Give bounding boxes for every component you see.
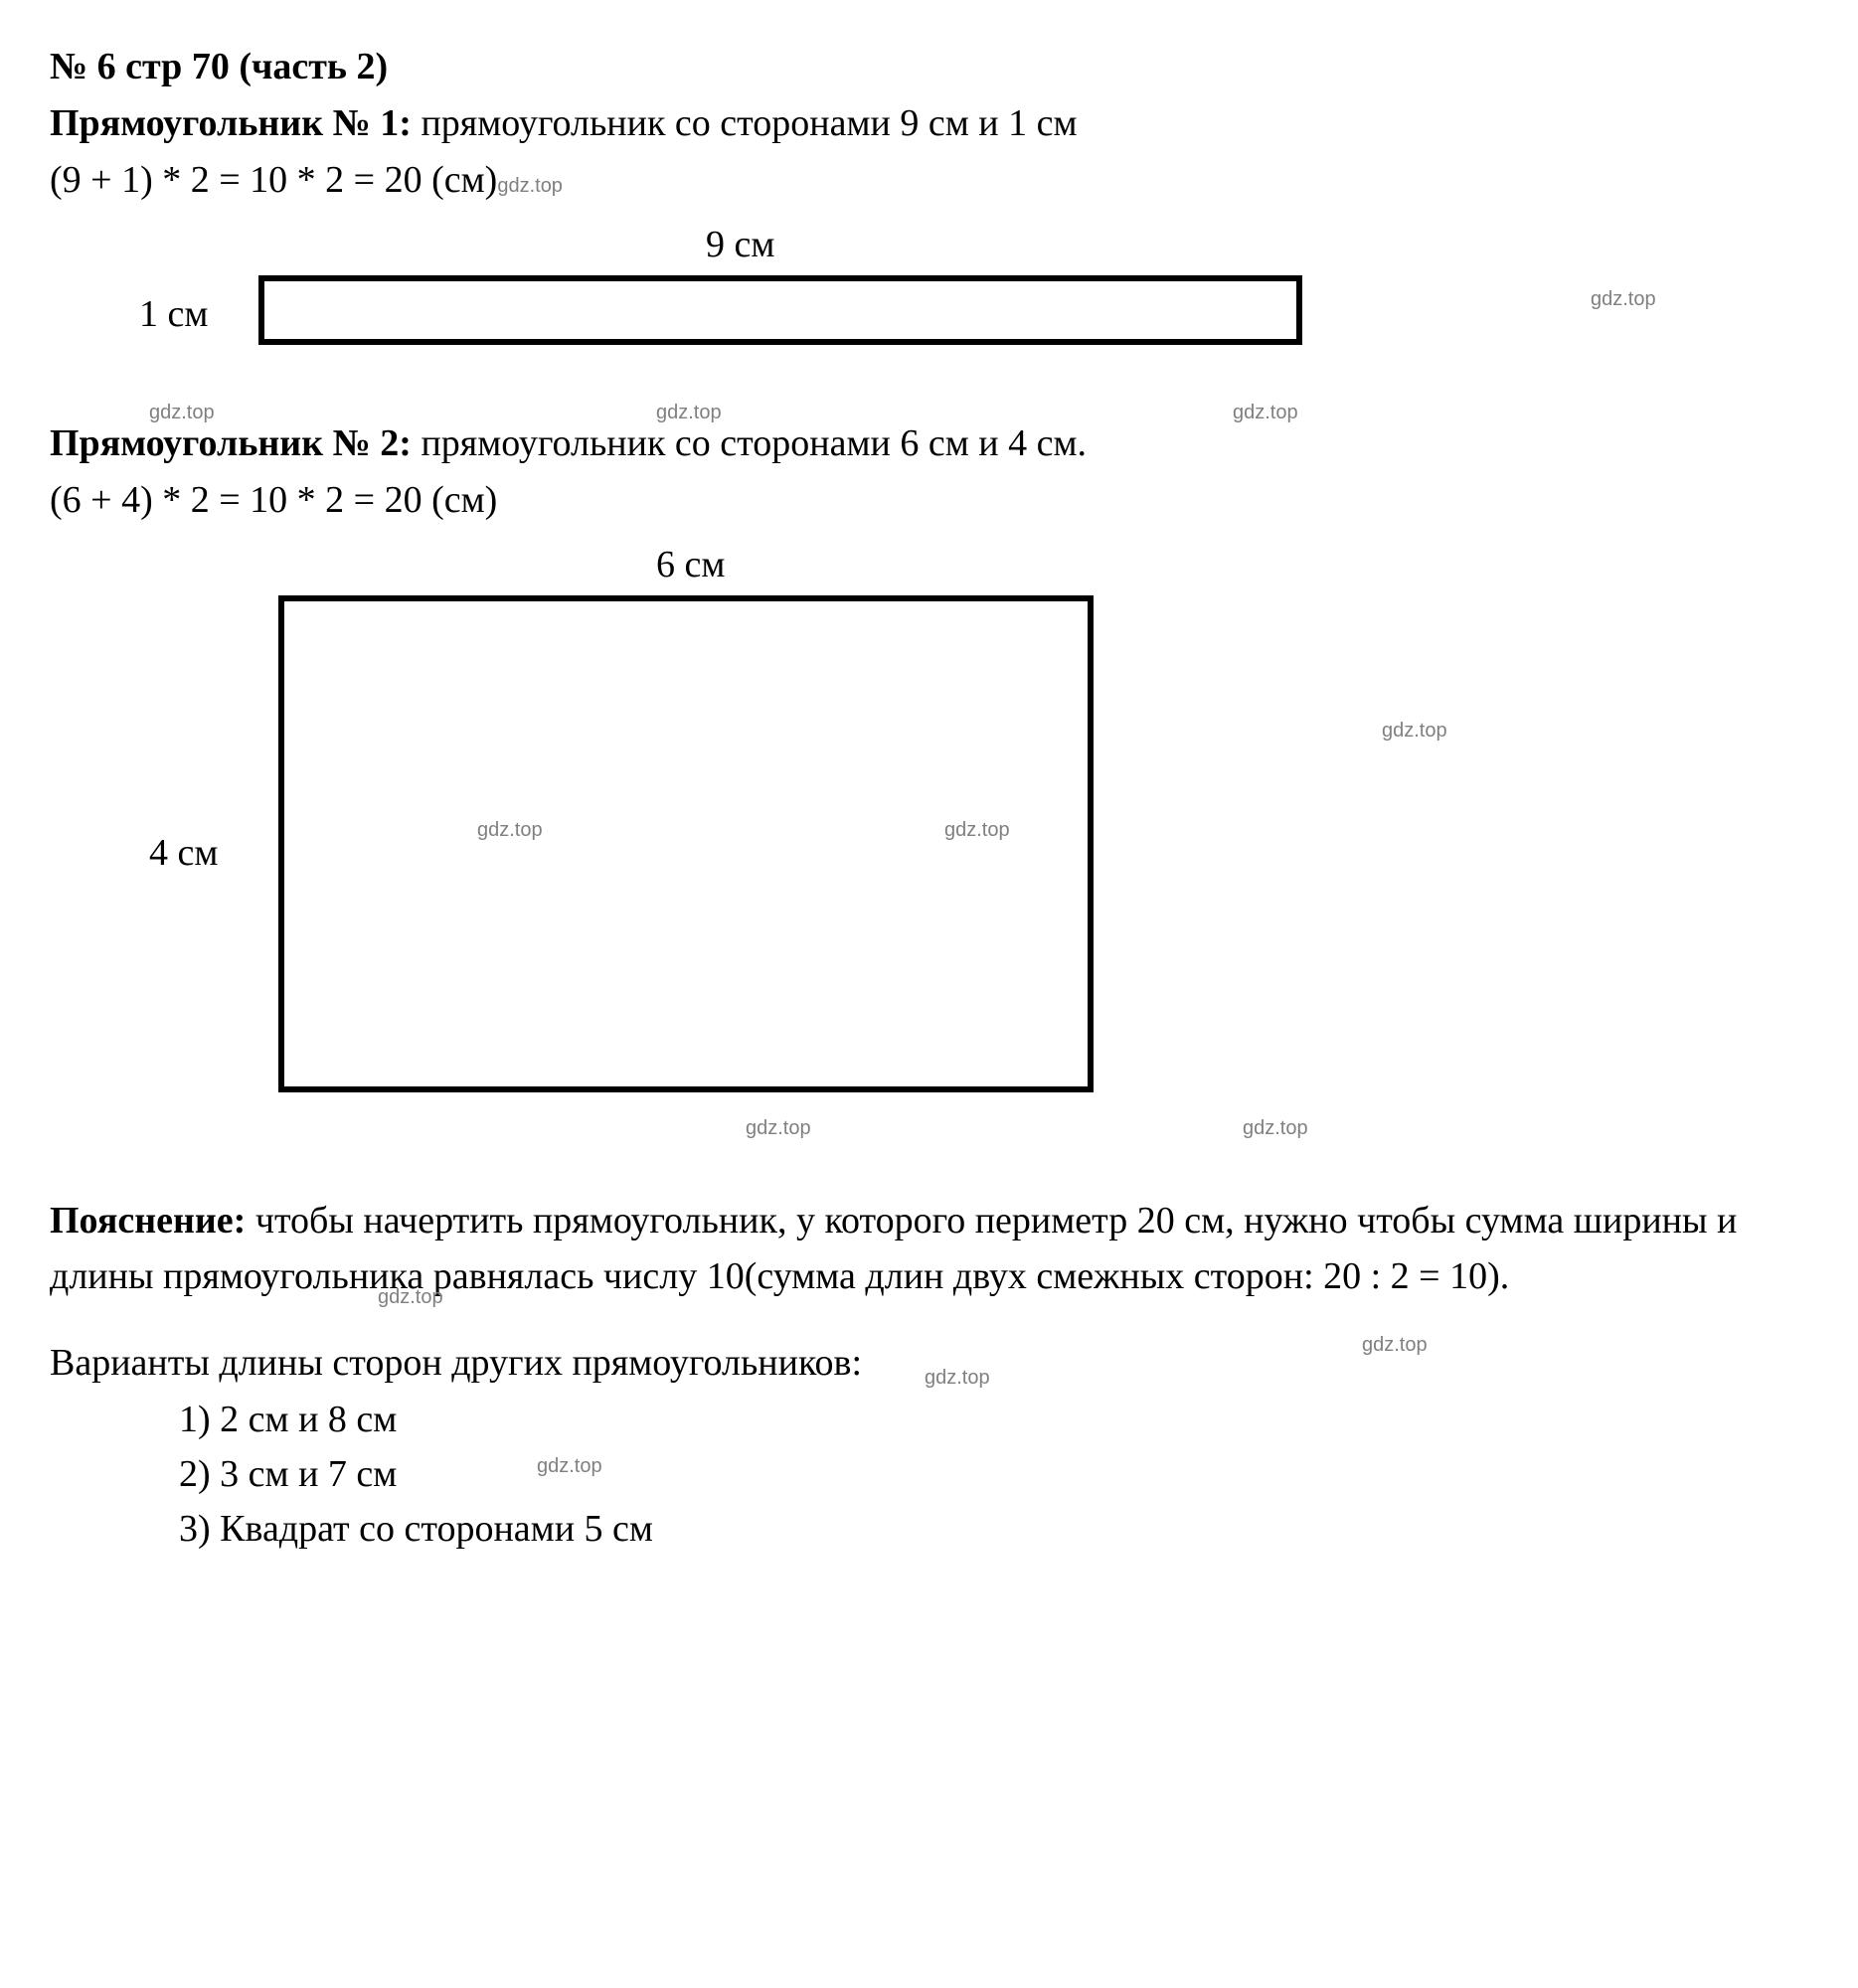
watermark-text: gdz.top <box>746 1114 811 1143</box>
explanation-body: чтобы начертить прямоугольник, у которог… <box>50 1200 1737 1296</box>
rect2-top-label: 6 см <box>656 538 725 592</box>
watermark-text: gdz.top <box>1362 1331 1428 1360</box>
watermark-text: gdz.top <box>1243 1114 1308 1143</box>
rect1-shape <box>258 275 1302 345</box>
rect2-title-bold: Прямоугольник № 2: <box>50 422 421 464</box>
watermark-text: gdz.top <box>1233 399 1298 427</box>
watermark-text: gdz.top <box>477 816 543 845</box>
watermark-text: gdz.top <box>537 1452 602 1481</box>
rect1-formula-line: (9 + 1) * 2 = 10 * 2 = 20 (см)gdz.top <box>50 153 1808 208</box>
watermark-text: gdz.top <box>1382 717 1447 746</box>
watermark-text: gdz.top <box>944 816 1010 845</box>
rect2-formula: (6 + 4) * 2 = 10 * 2 = 20 (см) <box>50 473 1808 528</box>
watermark-text: gdz.top <box>925 1364 990 1393</box>
rect1-left-label: 1 см <box>139 287 208 342</box>
rect1-title: Прямоугольник № 1: прямоугольник со стор… <box>50 96 1808 151</box>
rect2-left-label: 4 см <box>149 826 218 881</box>
variant-item-3: 3) Квадрат со сторонами 5 см <box>179 1502 1808 1557</box>
rect1-diagram: 9 см 1 см gdz.top <box>50 218 1808 377</box>
watermark-text: gdz.top <box>656 399 722 427</box>
rect2-diagram: 6 см 4 см gdz.top gdz.top gdz.top gdz.to… <box>50 538 1808 1154</box>
rect1-formula: (9 + 1) * 2 = 10 * 2 = 20 (см) <box>50 159 497 201</box>
watermark-text: gdz.top <box>378 1283 443 1312</box>
rect2-title-text: прямоугольник со сторонами 6 см и 4 см. <box>421 422 1087 464</box>
watermark-text: gdz.top <box>497 175 563 197</box>
watermark-text: gdz.top <box>149 399 215 427</box>
explanation-block: Пояснение: чтобы начертить прямоугольник… <box>50 1194 1808 1303</box>
watermark-text: gdz.top <box>1591 285 1656 314</box>
explanation-label: Пояснение: <box>50 1200 255 1242</box>
page-header: № 6 стр 70 (часть 2) <box>50 40 1808 94</box>
variant-item-2: 2) 3 см и 7 см <box>179 1447 1808 1502</box>
rect1-top-label: 9 см <box>706 218 774 272</box>
rect1-title-text: прямоугольник со сторонами 9 см и 1 см <box>421 102 1077 144</box>
variant-item-1: 1) 2 см и 8 см <box>179 1393 1808 1447</box>
rect1-title-bold: Прямоугольник № 1: <box>50 102 421 144</box>
rect2-title: Прямоугольник № 2: прямоугольник со стор… <box>50 416 1808 471</box>
explanation-text: Пояснение: чтобы начертить прямоугольник… <box>50 1194 1808 1303</box>
